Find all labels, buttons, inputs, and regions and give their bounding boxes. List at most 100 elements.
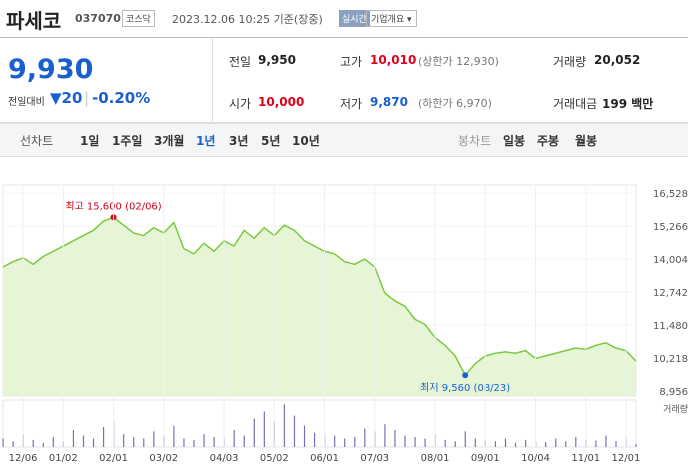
item-value: 20,052 (594, 53, 641, 67)
item-extra: (하한가 6,970) (418, 97, 492, 110)
period-tab[interactable]: 3개월 (154, 134, 185, 148)
market-badge: 코스닥 (122, 10, 155, 27)
low-label: 최저 9,560 (08/23) (420, 382, 510, 394)
volume-bar (303, 425, 306, 447)
low-dot (462, 372, 469, 379)
item-label: 전일 (229, 55, 252, 69)
y-tick-label: 11,480 (653, 321, 688, 332)
volume-bar (565, 441, 567, 447)
volume-bar (2, 438, 4, 447)
volume-border (2, 399, 637, 448)
volume-bar (173, 425, 175, 447)
item-value: 9,950 (258, 53, 296, 67)
item-label: 시가 (229, 97, 252, 111)
volume-bar (364, 428, 366, 447)
period-tab[interactable]: 1년 (196, 134, 216, 148)
company-info-label[interactable]: 기업개요 (371, 15, 405, 25)
y-tick-label: 12,742 (653, 288, 688, 299)
x-tick-label: 02/01 (99, 453, 128, 464)
period-tab[interactable]: 3년 (229, 134, 249, 148)
volume-bar (203, 434, 205, 447)
volume-bar (72, 429, 75, 447)
x-tick-label: 01/02 (49, 453, 78, 464)
volume-bar (514, 442, 517, 447)
item-label: 거래대금 (553, 97, 598, 111)
x-tick-label: 09/01 (471, 453, 500, 464)
company-info-button[interactable]: 기업개요 ▾ (366, 10, 417, 27)
item-label: 거래량 (553, 55, 587, 69)
candle-tab[interactable]: 월봉 (575, 134, 598, 148)
x-tick-label: 07/03 (360, 453, 389, 464)
y-tick-label: 10,218 (653, 354, 688, 365)
volume-bar (494, 441, 497, 447)
volume-bar (555, 438, 557, 447)
volume-bar (384, 424, 386, 447)
x-tick-label: 06/01 (310, 453, 339, 464)
x-tick-label: 11/01 (571, 453, 600, 464)
volume-bar (102, 427, 105, 447)
volume-bar (233, 429, 235, 447)
volume-bar (464, 431, 466, 447)
volume-bar (32, 439, 34, 447)
candle-tab[interactable]: 주봉 (537, 134, 560, 148)
price-line (2, 216, 637, 377)
x-tick-label: 12/01 (612, 453, 641, 464)
x-tick-label: 05/02 (260, 453, 289, 464)
period-tab[interactable]: 1주일 (112, 134, 143, 148)
volume-bar (354, 437, 356, 447)
y-tick-label: 14,004 (653, 255, 688, 266)
volume-bar (92, 438, 95, 447)
price-area (3, 217, 636, 396)
x-tick-label: 12/06 (9, 453, 38, 464)
change: ▼20 (50, 89, 83, 107)
realtime-badge: 실시간 (339, 10, 370, 27)
tab-bar (0, 123, 688, 157)
volume-bar (12, 441, 14, 447)
change-label: 전일대비 (8, 97, 45, 108)
tab-group-label: 봉차트 (458, 134, 492, 148)
candle-tab[interactable]: 일봉 (503, 134, 526, 148)
volume-bar (414, 437, 416, 447)
item-extra: (상한가 12,930) (418, 55, 499, 68)
volume-bar (243, 435, 245, 447)
separator: | (84, 89, 90, 107)
item-value: 9,870 (370, 95, 408, 109)
volume-bar (143, 438, 145, 447)
period-tab[interactable]: 10년 (292, 134, 320, 148)
volume-bar (444, 439, 446, 447)
volume-bar (474, 438, 476, 447)
stock-name: 파세코 (6, 9, 62, 33)
x-tick-label: 04/03 (210, 453, 239, 464)
x-tick-label: 03/02 (149, 453, 178, 464)
period-tab[interactable]: 1일 (80, 134, 100, 148)
volume-bar (394, 429, 396, 447)
item-value: 10,010 (370, 53, 417, 67)
volume-bar (153, 431, 155, 447)
volume-bar (615, 441, 617, 447)
volume-bar (344, 438, 346, 447)
y-tick-label: 16,528 (653, 189, 688, 200)
tab-group-label: 선차트 (20, 134, 54, 148)
y-tick-label: 8,956 (659, 387, 688, 398)
volume-bar (253, 418, 255, 447)
x-tick-label: 10/04 (521, 453, 550, 464)
volume-bar (183, 438, 185, 447)
volume-bar (504, 438, 507, 447)
volume-bar (595, 440, 597, 447)
y-tick-label: 15,266 (653, 222, 688, 233)
volume-bar (52, 437, 54, 447)
period-tab[interactable]: 5년 (261, 134, 281, 148)
quote-box (0, 37, 688, 123)
volume-bar (133, 437, 135, 447)
volume-bar (293, 415, 296, 447)
item-value: 199 백만 (602, 97, 654, 111)
item-label: 저가 (340, 97, 363, 111)
chart: 8,956 10,218 11,480 12,742 14,004 15,266 16,52… (2, 184, 688, 464)
volume-bar (263, 411, 265, 447)
volume-bar (454, 441, 456, 447)
volume-bar (334, 435, 336, 447)
volume-bar (213, 437, 215, 447)
volume-bar (575, 437, 577, 447)
volume-bar (42, 442, 44, 447)
item-value: 10,000 (258, 95, 305, 109)
